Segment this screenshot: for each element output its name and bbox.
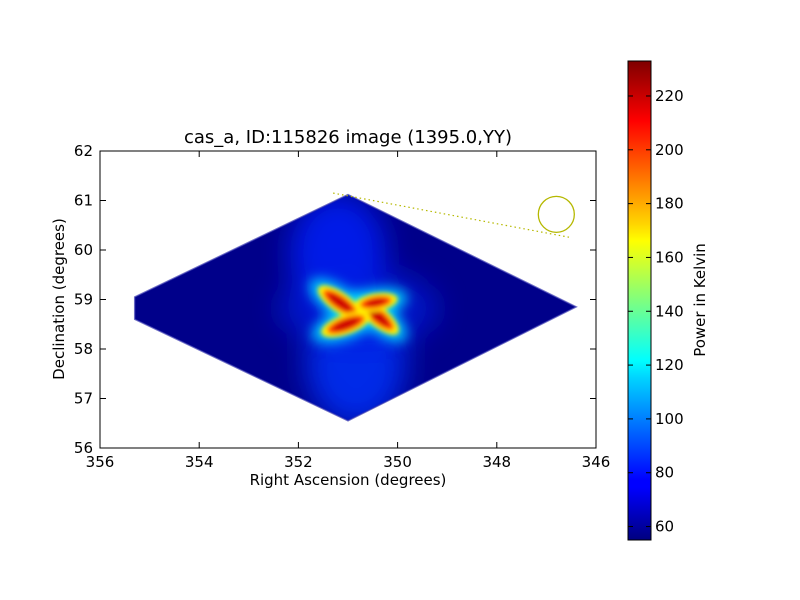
colorbar bbox=[627, 60, 652, 541]
y-tick-label-2: 58 bbox=[74, 340, 93, 358]
x-tick-label-1: 354 bbox=[185, 453, 214, 471]
x-tick-label-4: 348 bbox=[482, 453, 511, 471]
y-tick-label-0: 56 bbox=[74, 439, 93, 457]
heatmap-image bbox=[134, 194, 577, 421]
red-lobe-3 bbox=[366, 298, 386, 306]
red-lobe-0 bbox=[328, 293, 352, 312]
colorbar-tick-label-3: 120 bbox=[655, 356, 684, 374]
x-tick-label-0: 356 bbox=[86, 453, 115, 471]
colorbar-ticks: 60 80 100 120 140 160 180 200 220 bbox=[628, 87, 684, 536]
x-tick-label-2: 352 bbox=[284, 453, 313, 471]
source-lobes-core bbox=[317, 285, 399, 338]
colorbar-tick-label-4: 140 bbox=[655, 302, 684, 320]
colorbar-tick-label-6: 180 bbox=[655, 195, 684, 213]
y-tick-label-5: 61 bbox=[74, 192, 93, 210]
y-axis-label: Declination (degrees) bbox=[50, 218, 68, 380]
colorbar-tick-label-2: 100 bbox=[655, 410, 684, 428]
y-tick-label-6: 62 bbox=[74, 142, 93, 160]
y-tick-label-4: 60 bbox=[74, 241, 93, 259]
y-tick-label-3: 59 bbox=[74, 291, 93, 309]
x-axis-label: Right Ascension (degrees) bbox=[250, 471, 447, 489]
colorbar-label: Power in Kelvin bbox=[691, 243, 709, 357]
x-tick-label-5: 346 bbox=[582, 453, 611, 471]
field-boundary bbox=[133, 193, 578, 422]
x-axis-ticks: 356 354 352 350 348 346 bbox=[86, 151, 611, 471]
colorbar-tick-label-0: 60 bbox=[655, 518, 674, 536]
colorbar-tick-label-5: 160 bbox=[655, 248, 684, 266]
colorbar-tick-label-8: 220 bbox=[655, 87, 684, 105]
beam-circle bbox=[537, 195, 575, 234]
colorbar-tick-label-7: 200 bbox=[655, 141, 684, 159]
red-lobe-2 bbox=[332, 318, 360, 331]
y-tick-label-1: 57 bbox=[74, 390, 93, 408]
chart-title: cas_a, ID:115826 image (1395.0,YY) bbox=[184, 127, 512, 148]
colorbar-tick-label-1: 80 bbox=[655, 464, 674, 482]
x-tick-label-3: 350 bbox=[383, 453, 412, 471]
y-axis-ticks: 56 57 58 59 60 61 62 bbox=[74, 142, 596, 457]
